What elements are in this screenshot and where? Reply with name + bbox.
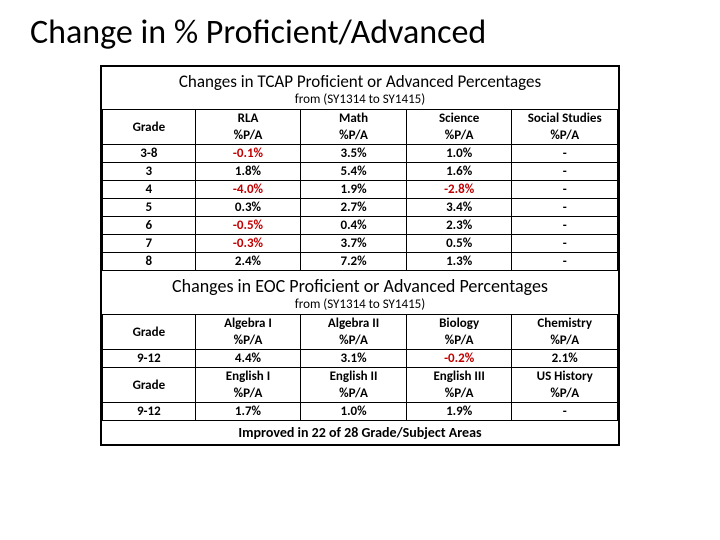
value-cell: 5.4% (301, 163, 407, 181)
value-cell: 3.1% (301, 350, 407, 368)
grade-cell: 9-12 (103, 403, 196, 421)
value-cell: 1.6% (406, 163, 512, 181)
table-row: 6-0.5%0.4%2.3%- (103, 217, 618, 235)
eoc-col-header: Chemistry (512, 315, 618, 333)
grade-cell: 8 (103, 253, 196, 271)
table-row: 50.3%2.7%3.4%- (103, 199, 618, 217)
slide-title: Change in % Proficient/Advanced (30, 12, 690, 53)
value-cell: 0.3% (195, 199, 301, 217)
footer-summary: Improved in 22 of 28 Grade/Subject Areas (102, 421, 618, 444)
grade-cell: 3 (103, 163, 196, 181)
eoc-col-header: Algebra I (195, 315, 301, 333)
eoc-metric-header: %P/A (301, 332, 407, 350)
tcap-col-header: Social Studies (512, 110, 618, 128)
data-panel: Changes in TCAP Proficient or Advanced P… (100, 65, 620, 446)
grade-cell: 9-12 (103, 350, 196, 368)
value-cell: - (512, 199, 618, 217)
eoc-metric-header: %P/A (512, 385, 618, 403)
value-cell: - (512, 181, 618, 199)
value-cell: 3.4% (406, 199, 512, 217)
value-cell: - (512, 145, 618, 163)
value-cell: 1.7% (195, 403, 301, 421)
value-cell: - (512, 253, 618, 271)
value-cell: 7.2% (301, 253, 407, 271)
value-cell: 4.4% (195, 350, 301, 368)
tcap-grade-header: Grade (103, 110, 196, 145)
table-row: 82.4%7.2%1.3%- (103, 253, 618, 271)
eoc-grade-header: Grade (103, 368, 196, 403)
eoc-metric-header: %P/A (195, 385, 301, 403)
eoc-metric-header: %P/A (301, 385, 407, 403)
tcap-col-header: Math (301, 110, 407, 128)
eoc-metric-header: %P/A (406, 385, 512, 403)
grade-cell: 6 (103, 217, 196, 235)
tcap-subheading: from (SY1314 to SY1415) (102, 92, 618, 109)
eoc-heading: Changes in EOC Proficient or Advanced Pe… (102, 271, 618, 297)
value-cell: -0.3% (195, 235, 301, 253)
table-row: 4-4.0%1.9%-2.8%- (103, 181, 618, 199)
tcap-metric-header: %P/A (195, 127, 301, 145)
value-cell: -0.5% (195, 217, 301, 235)
tcap-metric-header: %P/A (406, 127, 512, 145)
value-cell: 1.0% (301, 403, 407, 421)
value-cell: 2.3% (406, 217, 512, 235)
value-cell: 2.4% (195, 253, 301, 271)
value-cell: 1.9% (406, 403, 512, 421)
table-row: 9-124.4%3.1%-0.2%2.1% (103, 350, 618, 368)
eoc-col-header: US History (512, 368, 618, 386)
tcap-col-header: Science (406, 110, 512, 128)
value-cell: -4.0% (195, 181, 301, 199)
eoc-metric-header: %P/A (512, 332, 618, 350)
eoc-metric-header: %P/A (195, 332, 301, 350)
grade-cell: 5 (103, 199, 196, 217)
eoc-col-header: Biology (406, 315, 512, 333)
grade-cell: 4 (103, 181, 196, 199)
tcap-heading: Changes in TCAP Proficient or Advanced P… (102, 67, 618, 92)
value-cell: 1.3% (406, 253, 512, 271)
grade-cell: 7 (103, 235, 196, 253)
eoc-grade-header: Grade (103, 315, 196, 350)
value-cell: - (512, 163, 618, 181)
grade-cell: 3-8 (103, 145, 196, 163)
eoc-subheading: from (SY1314 to SY1415) (102, 297, 618, 314)
value-cell: 2.1% (512, 350, 618, 368)
value-cell: 3.5% (301, 145, 407, 163)
value-cell: -0.1% (195, 145, 301, 163)
table-row: 3-8-0.1%3.5%1.0%- (103, 145, 618, 163)
eoc-metric-header: %P/A (406, 332, 512, 350)
table-row: 9-121.7%1.0%1.9%- (103, 403, 618, 421)
value-cell: -0.2% (406, 350, 512, 368)
value-cell: - (512, 235, 618, 253)
eoc-col-header: Algebra II (301, 315, 407, 333)
eoc-col-header: English III (406, 368, 512, 386)
value-cell: 0.4% (301, 217, 407, 235)
value-cell: 1.0% (406, 145, 512, 163)
value-cell: -2.8% (406, 181, 512, 199)
value-cell: - (512, 217, 618, 235)
table-row: 31.8%5.4%1.6%- (103, 163, 618, 181)
value-cell: 1.9% (301, 181, 407, 199)
table-row: 7-0.3%3.7%0.5%- (103, 235, 618, 253)
value-cell: 2.7% (301, 199, 407, 217)
eoc-col-header: English I (195, 368, 301, 386)
value-cell: 3.7% (301, 235, 407, 253)
value-cell: 1.8% (195, 163, 301, 181)
tcap-table: GradeRLAMathScienceSocial Studies%P/A%P/… (102, 109, 618, 271)
eoc-col-header: English II (301, 368, 407, 386)
tcap-metric-header: %P/A (512, 127, 618, 145)
eoc-table: GradeAlgebra IAlgebra IIBiologyChemistry… (102, 314, 618, 421)
tcap-col-header: RLA (195, 110, 301, 128)
tcap-metric-header: %P/A (301, 127, 407, 145)
value-cell: 0.5% (406, 235, 512, 253)
value-cell: - (512, 403, 618, 421)
